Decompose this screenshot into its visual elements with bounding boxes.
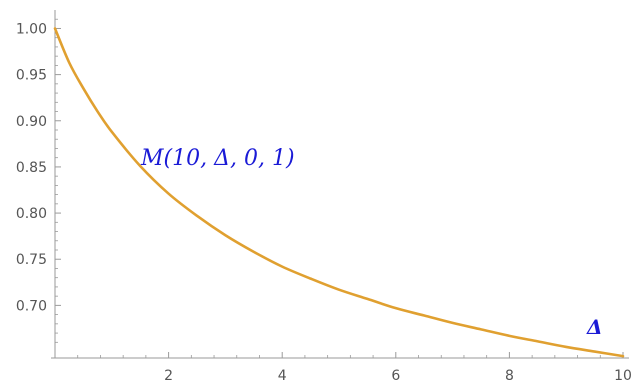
curve-annotation: M(10, Δ, 0, 1): [140, 146, 295, 171]
x-tick-label: 2: [164, 368, 173, 384]
y-tick-label: 0.85: [16, 160, 47, 176]
x-axis-label: Δ: [586, 315, 603, 339]
y-tick-label: 0.90: [16, 114, 47, 130]
x-tick-label: 6: [391, 368, 400, 384]
series-line: [53, 27, 625, 358]
y-tick-label: 0.80: [16, 206, 47, 222]
x-tick-label: 10: [614, 368, 632, 384]
x-tick-label: 4: [278, 368, 287, 384]
axes: [51, 10, 629, 359]
y-tick-label: 0.70: [16, 298, 47, 314]
x-axis-ticks: 2 4 6 8 10: [164, 352, 632, 384]
series-group: [53, 27, 625, 358]
y-axis-ticks: 0.70 0.75 0.80 0.85 0.90 0.95 1.00: [16, 21, 61, 314]
x-tick-label: 8: [505, 368, 514, 384]
y-tick-label: 1.00: [16, 21, 47, 37]
y-tick-label: 0.95: [16, 68, 47, 84]
y-tick-label: 0.75: [16, 252, 47, 268]
